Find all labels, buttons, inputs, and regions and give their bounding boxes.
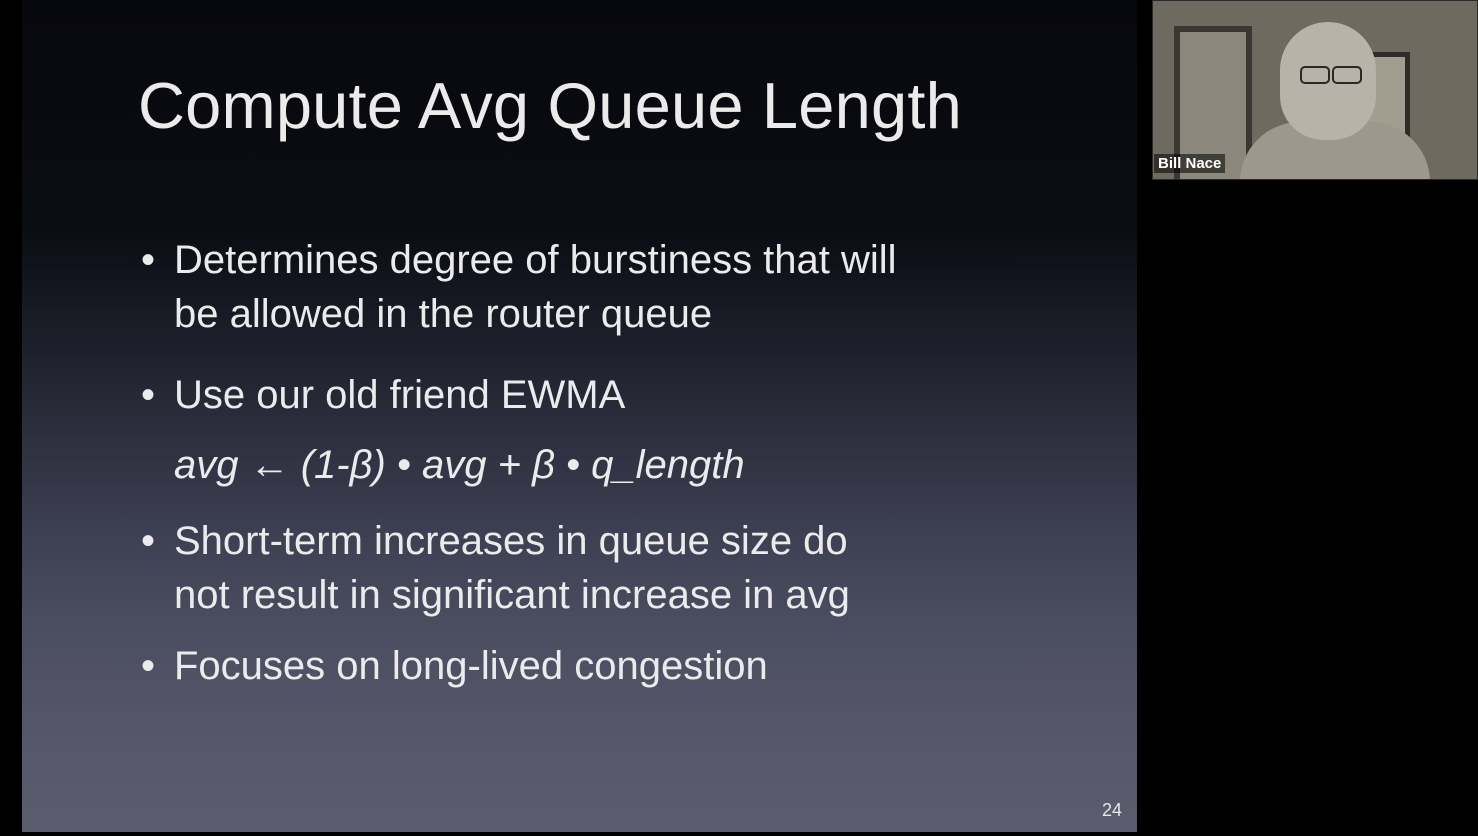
presentation-slide: Compute Avg Queue Length • Determines de… xyxy=(22,0,1137,832)
bullet-text-line: Use our old friend EWMA xyxy=(174,373,626,417)
bullet-icon: • xyxy=(140,519,155,563)
bullet-text-line: Determines degree of burstiness that wil… xyxy=(174,238,897,282)
glasses-icon xyxy=(1300,66,1330,84)
glasses-icon xyxy=(1332,66,1362,84)
participant-video-tile[interactable]: Bill Nace xyxy=(1152,0,1478,180)
bullet-text-line: Focuses on long-lived congestion xyxy=(174,644,768,688)
slide-number: 24 xyxy=(1102,800,1123,820)
ewma-formula: avg ← (1-β) • avg + β • q_length xyxy=(174,443,745,487)
participant-name-label: Bill Nace xyxy=(1154,154,1226,173)
bullet-text-line: be allowed in the router queue xyxy=(174,292,713,336)
bullet-text-line: Short-term increases in queue size do xyxy=(174,519,848,563)
bullet-icon: • xyxy=(140,644,155,688)
bullet-icon: • xyxy=(140,238,155,282)
bullet-text-line: not result in significant increase in av… xyxy=(174,573,850,617)
bullet-icon: • xyxy=(140,373,155,417)
slide-title: Compute Avg Queue Length xyxy=(138,69,962,142)
